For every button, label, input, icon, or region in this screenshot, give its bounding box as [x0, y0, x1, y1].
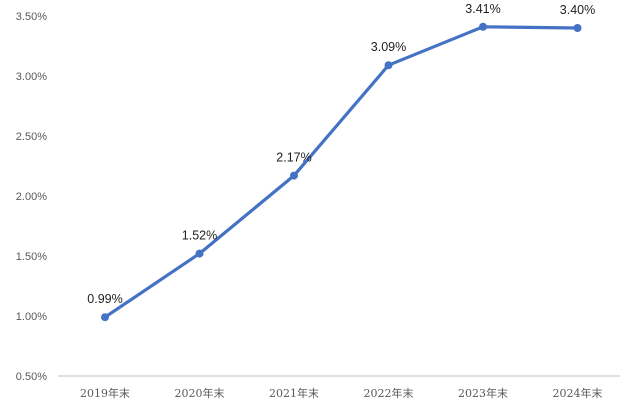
y-tick-label: 3.50% — [16, 11, 47, 23]
y-tick-label: 1.50% — [16, 251, 47, 263]
x-tick-label: 2021年末 — [269, 386, 319, 400]
data-label: 0.99% — [87, 292, 122, 306]
y-tick-label: 2.50% — [16, 131, 47, 143]
data-labels: 0.99% 1.52% 2.17% 3.09% 3.41% 3.40% — [87, 2, 595, 306]
data-point — [290, 171, 298, 180]
x-tick-label: 2019年末 — [80, 386, 130, 400]
data-label: 3.09% — [371, 40, 406, 54]
data-point — [573, 24, 582, 32]
data-points — [101, 22, 582, 322]
data-label: 2.17% — [276, 151, 311, 165]
x-tick-label: 2023年末 — [458, 386, 508, 400]
data-label: 1.52% — [182, 229, 217, 243]
data-label: 3.40% — [560, 3, 595, 17]
data-point — [101, 313, 109, 322]
y-tick-label: 2.00% — [16, 191, 47, 203]
series-line — [103, 25, 580, 319]
y-tick-label: 0.50% — [16, 371, 47, 383]
data-label: 3.41% — [465, 2, 500, 16]
y-tick-label: 1.00% — [16, 311, 47, 323]
y-tick-label: 3.00% — [16, 71, 47, 83]
x-tick-label: 2022年末 — [364, 386, 414, 400]
y-axis-ticks: 3.50% 3.00% 2.50% 2.00% 1.50% 1.00% 0.50% — [16, 11, 47, 383]
x-axis-ticks: 2019年末 2020年末 2021年末 2022年末 2023年末 2024年末 — [80, 386, 603, 400]
data-point — [384, 61, 393, 70]
x-tick-label: 2020年末 — [175, 386, 225, 400]
data-point — [195, 249, 204, 258]
data-point — [479, 22, 487, 31]
x-tick-label: 2024年末 — [553, 386, 603, 400]
